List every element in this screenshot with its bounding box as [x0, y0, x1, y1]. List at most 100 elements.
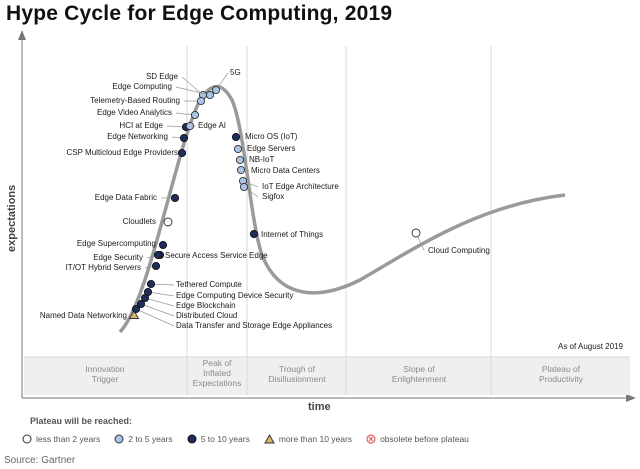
phase-band: [24, 357, 630, 395]
phase-label: Trough of: [279, 364, 316, 374]
technology-label: Named Data Networking: [40, 311, 127, 320]
dark-navy-circle-icon: [231, 132, 241, 142]
phase-label: Innovation: [85, 364, 124, 374]
technology-label: Edge Computing: [112, 82, 172, 91]
technology-marker: Edge Computing Device Security: [143, 287, 293, 300]
legend-item-less-than-2: less than 2 years: [22, 434, 100, 444]
technology-marker: Tethered Compute: [146, 279, 242, 289]
technology-marker: Cloud Computing: [411, 228, 490, 255]
as-of-date: As of August 2019: [558, 342, 623, 351]
technology-marker: Micro OS (IoT): [231, 132, 298, 142]
phase-label: Productivity: [539, 374, 584, 384]
leader-line: [135, 308, 175, 327]
dark-navy-circle-icon: [177, 148, 187, 158]
light-blue-circle-icon: [190, 110, 200, 120]
figure-title: Hype Cycle for Edge Computing, 2019: [6, 2, 393, 25]
technology-label: HCI at Edge: [119, 121, 163, 130]
technology-marker: Named Data Networking: [40, 309, 140, 320]
light-blue-circle-icon: [185, 121, 195, 131]
legend-item-2-to-5: 2 to 5 years: [114, 434, 173, 444]
technology-label: Micro Data Centers: [251, 166, 320, 175]
technology-markers: SD Edge 5G Edge Computing Telemetry-Based R…: [40, 68, 490, 330]
dark-navy-circle-icon: [179, 133, 189, 143]
legend-label: 2 to 5 years: [128, 434, 173, 444]
legend: less than 2 years 2 to 5 years 5 to 10 y…: [22, 434, 469, 444]
legend-item-obsolete: obsolete before plateau: [366, 434, 469, 444]
technology-marker: Edge Servers: [233, 144, 295, 154]
legend-item-more-than-10: more than 10 years: [263, 434, 353, 444]
legend-title: Plateau will be reached:: [30, 416, 133, 426]
technology-marker: 5G: [211, 68, 241, 95]
technology-marker: Edge AI: [185, 121, 226, 131]
technology-marker: Edge Supercomputing: [77, 239, 168, 250]
leader-line: [144, 297, 175, 307]
dark-navy-circle-icon: [136, 299, 146, 309]
technology-marker: IT/OT Hybrid Servers: [66, 261, 161, 272]
technology-label: Tethered Compute: [176, 280, 242, 289]
dark-navy-circle-icon: [146, 279, 156, 289]
technology-label: SD Edge: [146, 72, 179, 81]
technology-label: CSP Multicloud Edge Providers: [67, 148, 178, 157]
phase-label: Enlightenment: [392, 374, 447, 384]
technology-label: Edge Data Fabric: [95, 193, 157, 202]
light-blue-circle-icon: [211, 85, 221, 95]
technology-label: Distributed Cloud: [176, 311, 237, 320]
dark-navy-circle-icon: [158, 240, 168, 250]
legend-label: 5 to 10 years: [200, 434, 250, 444]
technology-marker: Data Transfer and Storage Edge Appliance…: [131, 304, 332, 330]
technology-label: IoT Edge Architecture: [262, 182, 339, 191]
legend-label: more than 10 years: [278, 434, 353, 444]
technology-label: Cloud Computing: [428, 246, 490, 255]
phase-label: Slope of: [403, 364, 435, 374]
y-axis-arrow-icon: [18, 30, 26, 40]
light-blue-circle-icon: [205, 90, 215, 100]
triangle-icon: [128, 309, 140, 319]
technology-label: Edge Blockchain: [176, 301, 236, 310]
technology-marker: HCI at Edge: [119, 121, 191, 132]
light-blue-circle-icon: [114, 434, 124, 444]
open-circle-icon: [22, 434, 32, 444]
light-blue-circle-icon: [236, 165, 246, 175]
source-note: Source: Gartner: [4, 455, 76, 466]
technology-label: 5G: [230, 68, 241, 77]
legend-label: obsolete before plateau: [380, 434, 469, 444]
technology-marker: Telemetry-Based Routing: [90, 96, 206, 106]
phase-label: Disillusionment: [268, 374, 326, 384]
technology-marker: Cloudlets: [123, 217, 173, 227]
dark-navy-circle-icon: [151, 261, 161, 271]
technology-marker: Edge Blockchain: [140, 293, 236, 310]
technology-marker: Sigfox: [239, 182, 284, 201]
dark-navy-circle-icon: [187, 434, 197, 444]
technology-marker: NB-IoT: [235, 155, 274, 165]
triangle-icon: [263, 434, 275, 444]
technology-marker: Secure Access Service Edge: [155, 250, 268, 260]
light-blue-circle-icon: [235, 155, 245, 165]
technology-label: NB-IoT: [249, 155, 274, 164]
technology-marker: Micro Data Centers: [236, 165, 320, 175]
technology-marker: Edge Data Fabric: [95, 193, 180, 203]
legend-item-5-to-10: 5 to 10 years: [187, 434, 250, 444]
circle-x-icon: [366, 434, 376, 444]
leader-line: [147, 291, 175, 297]
technology-marker: CSP Multicloud Edge Providers: [67, 148, 187, 158]
technology-label: Edge Video Analytics: [97, 108, 172, 117]
technology-label: Edge Servers: [247, 144, 295, 153]
technology-label: Edge Networking: [107, 132, 168, 141]
dark-navy-circle-icon: [131, 304, 141, 314]
technology-label: Sigfox: [262, 192, 284, 201]
hype-curve: [118, 84, 566, 334]
technology-label: Telemetry-Based Routing: [90, 96, 180, 105]
technology-label: Data Transfer and Storage Edge Appliance…: [176, 321, 332, 330]
technology-label: Edge Supercomputing: [77, 239, 156, 248]
phase-label: Peak of: [203, 358, 232, 368]
leader-line: [175, 86, 211, 96]
technology-marker: Internet of Things: [249, 229, 323, 239]
phase-label: Plateau of: [542, 364, 581, 374]
technology-marker: Distributed Cloud: [136, 299, 237, 320]
technology-label: Secure Access Service Edge: [165, 251, 268, 260]
light-blue-circle-icon: [239, 182, 249, 192]
phase-label: Inflated: [203, 368, 231, 378]
